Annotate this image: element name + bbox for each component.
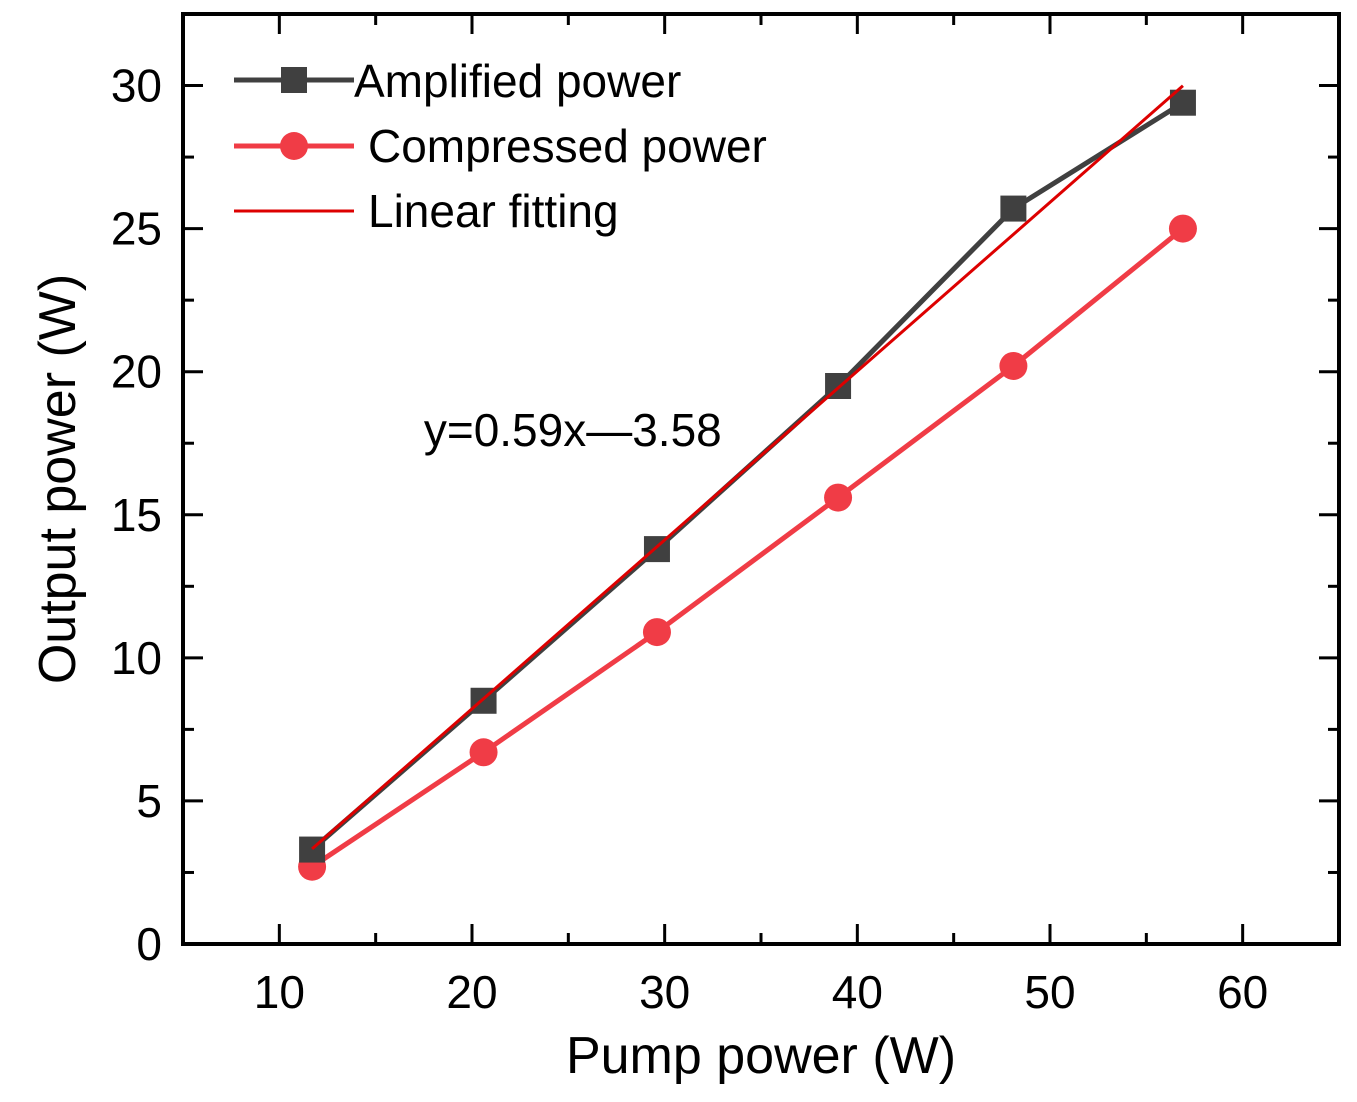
y-tick-label: 15 [111,489,162,541]
compressed-point [999,351,1028,380]
legend-marker-square [281,67,307,93]
x-tick-label: 50 [1024,966,1075,1018]
legend-label-amplified: Amplified power [354,55,681,107]
fit-equation-annotation: y=0.59x—3.58 [424,404,722,456]
ticks-layer: 10 20 30 40 50 60 0 5 10 15 20 25 30 [111,14,1339,1018]
y-tick-label: 10 [111,632,162,684]
amplified-point [1000,195,1027,222]
compressed-point [1168,214,1197,243]
x-tick-label: 40 [832,966,883,1018]
x-axis-label: Pump power (W) [566,1027,956,1085]
legend-label-linear-fit: Linear fitting [368,185,619,237]
plot-frame [181,12,1341,946]
legend: Amplified power Compressed power Linear … [234,55,767,237]
series-layer [298,84,1197,881]
y-tick-label: 5 [136,775,162,827]
y-axis-label: Output power (W) [29,274,87,684]
x-tick-label: 60 [1217,966,1268,1018]
compressed-point [824,483,853,512]
y-tick-label: 25 [111,203,162,255]
y-tick-label: 0 [136,918,162,970]
x-tick-label: 20 [446,966,497,1018]
legend-label-compressed: Compressed power [368,120,767,172]
y-tick-label: 30 [111,60,162,112]
x-tick-label: 10 [254,966,305,1018]
linear-fit-line [311,84,1184,851]
series-line-compressed [310,226,1185,869]
legend-marker-circle [280,132,308,160]
compressed-point [642,618,671,647]
x-tick-label: 30 [639,966,690,1018]
compressed-point [469,738,498,767]
y-tick-label: 20 [111,346,162,398]
